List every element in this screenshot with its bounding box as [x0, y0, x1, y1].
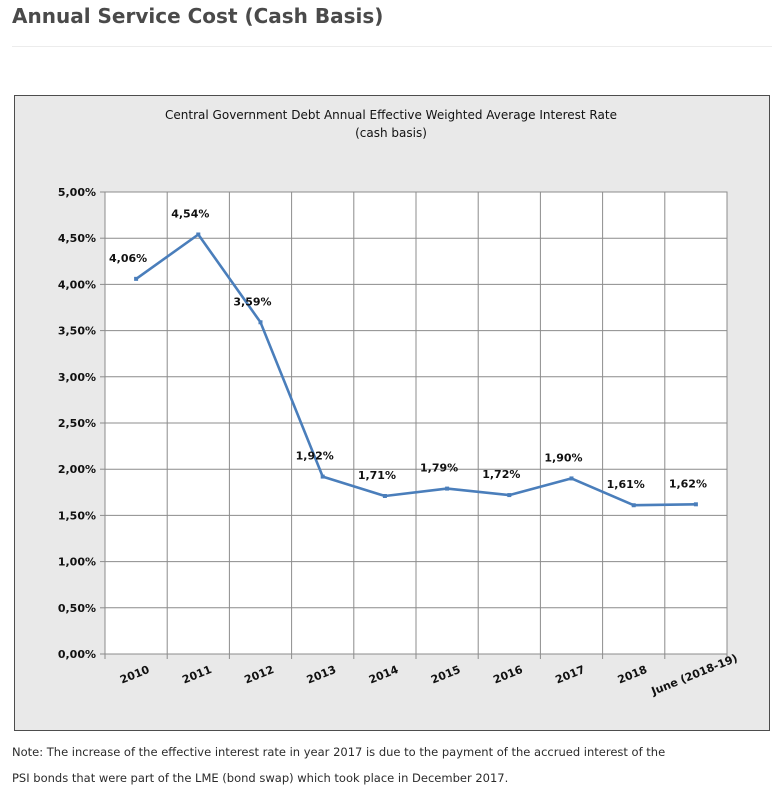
x-tick-label: 2018 — [616, 663, 649, 687]
plot-area: 0,00% 0,50% 1,00% 1,50% 2,00% 2,50% 3,00% 3,50%… — [58, 186, 740, 698]
y-tick-label: 0,50% — [58, 602, 96, 615]
data-point — [134, 276, 139, 281]
data-label: 1,90% — [544, 451, 582, 464]
y-tick-label: 5,00% — [58, 186, 96, 199]
data-label: 1,72% — [482, 468, 520, 481]
y-tick-label: 2,00% — [58, 463, 96, 476]
data-point — [569, 476, 574, 481]
data-label: 1,71% — [358, 469, 396, 482]
y-tick-label: 3,50% — [58, 325, 96, 338]
data-label: 1,79% — [420, 462, 458, 475]
footnote-line-2: PSI bonds that were part of the LME (bon… — [12, 771, 509, 785]
data-point — [320, 474, 325, 479]
data-point — [196, 232, 201, 237]
data-label: 1,61% — [607, 478, 645, 491]
y-tick-label: 1,00% — [58, 556, 96, 569]
series-line — [135, 233, 696, 507]
chart-subtitle: (cash basis) — [355, 126, 427, 140]
x-tick-label: 2010 — [118, 663, 152, 687]
y-tick-label: 0,00% — [58, 648, 96, 661]
chart-container: Central Government Debt Annual Effective… — [14, 95, 770, 731]
data-label: 1,62% — [669, 477, 707, 490]
data-point — [258, 320, 263, 325]
x-tick-label: June (2018-19) — [649, 652, 740, 699]
y-tick-label: 1,50% — [58, 509, 96, 522]
plot-border — [104, 191, 728, 655]
x-tick-label: 2014 — [367, 663, 401, 687]
footnote-line-1: Note: The increase of the effective inte… — [12, 745, 666, 759]
y-tick-label: 4,00% — [58, 278, 96, 291]
data-point — [693, 502, 698, 507]
line-chart: Central Government Debt Annual Effective… — [58, 108, 740, 698]
x-tick-label: 2017 — [554, 663, 587, 687]
data-label: 1,92% — [296, 450, 334, 463]
data-point — [631, 503, 636, 508]
x-tick-label: 2013 — [305, 663, 338, 687]
y-tick-label: 3,00% — [58, 371, 96, 384]
x-tick-label: 2012 — [243, 663, 276, 687]
x-tick-label: 2011 — [180, 663, 213, 687]
x-tick-label: 2015 — [429, 663, 462, 687]
y-tick-label: 4,50% — [58, 232, 96, 245]
data-label: 3,59% — [233, 295, 271, 308]
y-tick-label: 2,50% — [58, 417, 96, 430]
data-label: 4,54% — [171, 208, 209, 221]
data-point — [507, 493, 512, 498]
title-divider — [12, 46, 772, 47]
data-point — [382, 493, 387, 498]
data-point — [445, 486, 450, 491]
data-label: 4,06% — [109, 252, 147, 265]
chart-title: Central Government Debt Annual Effective… — [165, 108, 617, 122]
page-title: Annual Service Cost (Cash Basis) — [12, 4, 384, 28]
x-tick-label: 2016 — [491, 663, 525, 687]
